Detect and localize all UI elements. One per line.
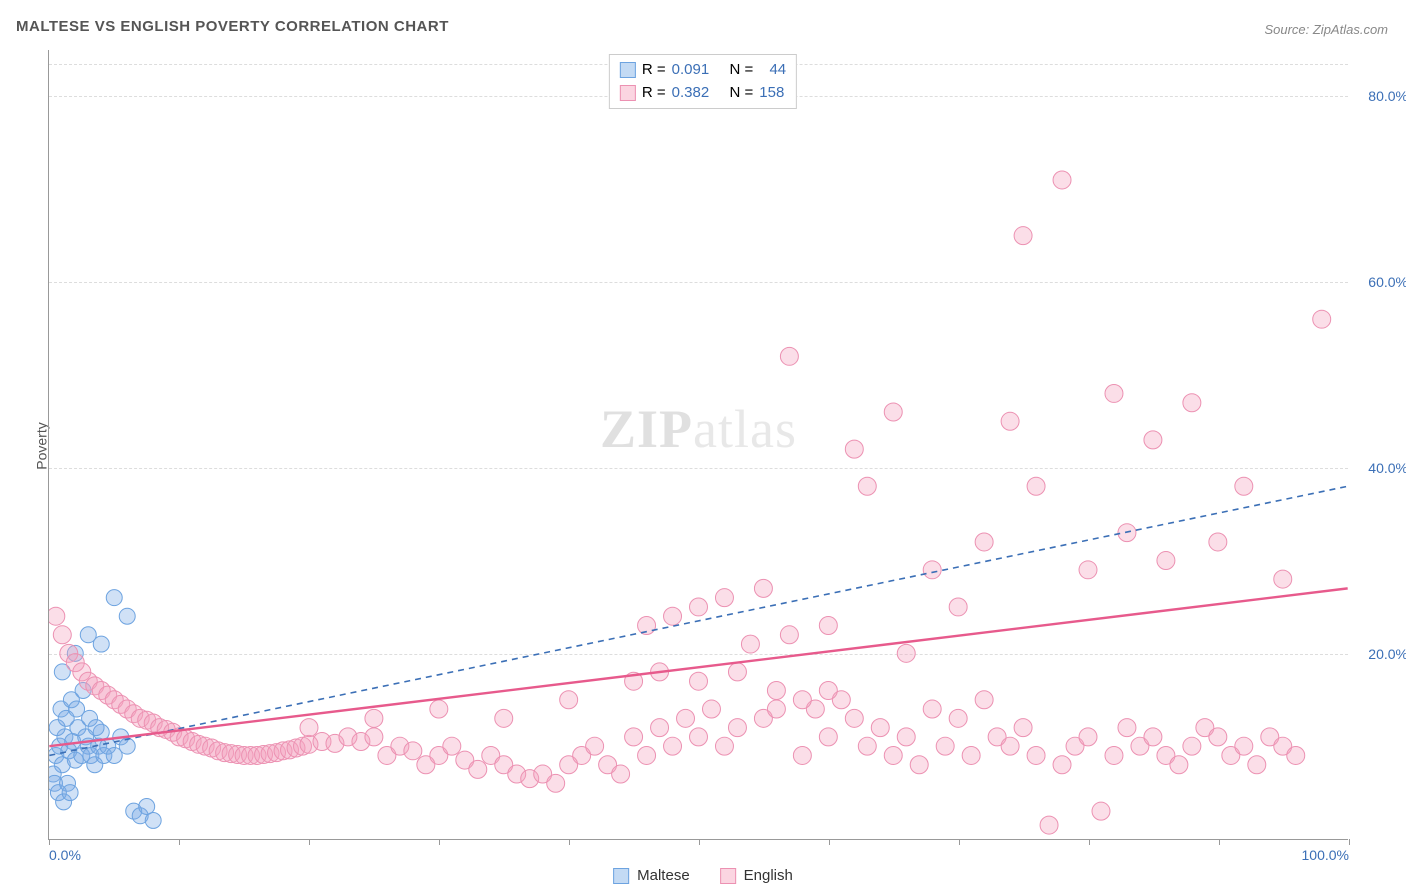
plot-svg [49, 50, 1348, 839]
r-label: R = [642, 82, 666, 105]
legend-row-maltese: R = 0.091 N = 44 [620, 59, 786, 82]
legend-row-english: R = 0.382 N = 158 [620, 82, 786, 105]
r-value-english: 0.382 [672, 82, 710, 105]
legend-bottom: Maltese English [613, 867, 793, 884]
plot-area: ZIPatlas 20.0%40.0%60.0%80.0%0.0%100.0% [48, 50, 1348, 840]
r-label: R = [642, 59, 666, 82]
n-label: N = [730, 59, 754, 82]
r-value-maltese: 0.091 [672, 59, 710, 82]
legend-correlation-box: R = 0.091 N = 44 R = 0.382 N = 158 [609, 54, 797, 109]
legend-swatch-maltese-icon [613, 868, 629, 884]
n-label: N = [730, 82, 754, 105]
legend-swatch-english [620, 85, 636, 101]
legend-swatch-maltese [620, 62, 636, 78]
source-label: Source: ZipAtlas.com [1264, 22, 1388, 37]
legend-swatch-english-icon [720, 868, 736, 884]
chart-title: MALTESE VS ENGLISH POVERTY CORRELATION C… [16, 18, 449, 35]
n-value-maltese: 44 [769, 59, 786, 82]
n-value-english: 158 [759, 82, 784, 105]
legend-item-maltese: Maltese [613, 867, 690, 884]
legend-item-english: English [720, 867, 793, 884]
legend-label-maltese: Maltese [637, 867, 690, 884]
legend-label-english: English [744, 867, 793, 884]
